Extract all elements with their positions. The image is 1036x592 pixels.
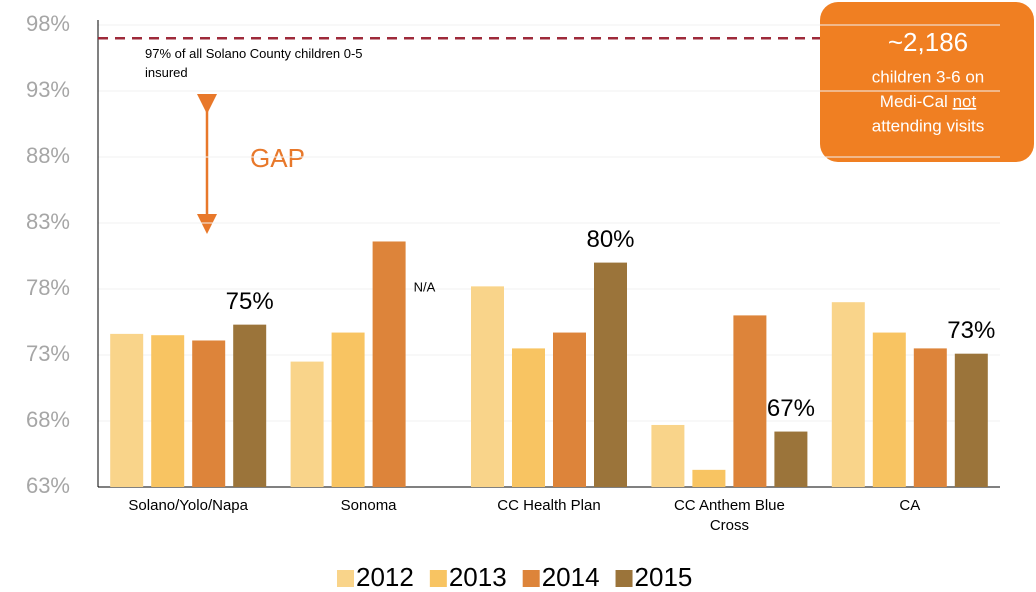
y-tick-label: 98% — [26, 11, 70, 36]
reference-label: 97% of all Solano County children 0-5 ins… — [145, 46, 363, 80]
legend-swatch — [337, 570, 354, 587]
legend-label: 2014 — [542, 562, 600, 592]
bar — [733, 315, 767, 487]
legend-swatch — [522, 570, 540, 587]
x-tick-label: CA — [899, 497, 920, 514]
legend-label: 2012 — [356, 562, 414, 592]
bar — [872, 332, 906, 487]
callout-headline: ~2,186 — [888, 27, 968, 57]
y-tick-label: 73% — [26, 341, 70, 366]
bar — [151, 335, 185, 487]
data-label: N/A — [414, 279, 436, 294]
y-tick-label: 88% — [26, 143, 70, 168]
bar — [331, 332, 365, 487]
callout-text: Medi-Cal — [880, 92, 948, 111]
bar — [553, 332, 586, 487]
legend-label: 2015 — [635, 562, 693, 592]
bar — [233, 324, 267, 487]
callout-text: children 3-6 on — [872, 67, 984, 86]
bar — [192, 340, 226, 487]
bar — [110, 333, 144, 487]
bar — [651, 424, 685, 487]
bar — [774, 431, 808, 487]
y-tick-label: 93% — [26, 77, 70, 102]
data-label: 73% — [947, 317, 995, 344]
bar — [471, 286, 504, 487]
callout-text: Medi-Cal not — [880, 92, 977, 111]
legend-label: 2013 — [449, 562, 507, 592]
legend-swatch — [615, 570, 633, 587]
x-tick-label: CC Health Plan — [497, 497, 600, 514]
bar — [913, 348, 947, 487]
x-tick-label: CC Anthem Blue Cross — [674, 497, 785, 534]
x-tick-label: Sonoma — [341, 497, 398, 514]
legend-swatch — [429, 570, 447, 587]
bar — [372, 241, 406, 487]
y-tick-label: 68% — [26, 407, 70, 432]
data-label: 75% — [226, 288, 274, 315]
bar — [594, 262, 627, 487]
callout-box — [820, 2, 1034, 162]
bar — [512, 348, 545, 487]
x-tick-label: Solano/Yolo/Napa — [128, 497, 248, 514]
bar — [692, 469, 726, 487]
y-tick-label: 78% — [26, 275, 70, 300]
y-tick-label: 83% — [26, 209, 70, 234]
callout-text: not — [953, 92, 977, 111]
y-tick-label: 63% — [26, 473, 70, 498]
bar — [831, 302, 865, 487]
gap-label: GAP — [250, 143, 305, 173]
callout-text: attending visits — [872, 116, 984, 135]
data-label: 80% — [586, 226, 634, 253]
data-label: 67% — [767, 395, 815, 422]
bar — [954, 353, 988, 487]
bar — [290, 361, 324, 487]
